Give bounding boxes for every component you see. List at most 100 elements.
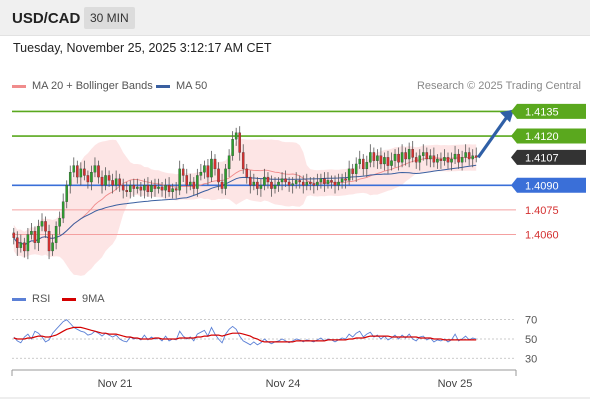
candle-body bbox=[301, 181, 305, 186]
candle-body bbox=[206, 165, 210, 178]
candle bbox=[90, 165, 93, 191]
candle bbox=[453, 145, 457, 164]
candle-body bbox=[266, 176, 270, 183]
candle-body bbox=[386, 157, 390, 166]
candle bbox=[316, 173, 319, 191]
candle bbox=[291, 177, 294, 194]
candle bbox=[284, 170, 287, 187]
candles-group bbox=[12, 126, 478, 260]
candle-body bbox=[369, 152, 372, 163]
ma50-swatch bbox=[156, 84, 170, 88]
candle bbox=[263, 168, 266, 191]
candle bbox=[464, 144, 467, 163]
candle bbox=[305, 173, 309, 191]
candle bbox=[259, 178, 263, 197]
candle bbox=[121, 178, 125, 199]
candle bbox=[333, 175, 337, 194]
candle bbox=[12, 227, 16, 245]
timeframe-button[interactable]: 30 MIN bbox=[84, 7, 135, 29]
candle-body bbox=[383, 157, 386, 165]
price-tag-label: 1.4120 bbox=[525, 131, 559, 143]
candle bbox=[337, 173, 340, 191]
candle bbox=[157, 178, 160, 194]
candle-body bbox=[132, 185, 136, 189]
price-tag-4: 1.4075 bbox=[525, 205, 559, 217]
candle-body bbox=[379, 155, 383, 165]
candle-body bbox=[241, 152, 245, 170]
candle bbox=[298, 175, 301, 189]
candle-body bbox=[136, 186, 139, 189]
candle-body bbox=[439, 158, 443, 161]
candle bbox=[150, 180, 153, 199]
bollinger-label: MA 20 + Bollinger Bands bbox=[32, 80, 153, 92]
candle-body bbox=[217, 168, 220, 183]
candle bbox=[167, 177, 171, 197]
candle-body bbox=[146, 185, 150, 193]
candle bbox=[432, 147, 436, 168]
candle bbox=[146, 177, 150, 197]
candle bbox=[107, 170, 111, 187]
candle-body bbox=[414, 157, 418, 163]
candle-body bbox=[330, 180, 333, 183]
candle-body bbox=[450, 158, 453, 163]
candle-body bbox=[114, 178, 118, 186]
candle-body bbox=[443, 157, 446, 161]
candle bbox=[351, 163, 354, 181]
candle-body bbox=[404, 152, 407, 160]
candle-body bbox=[160, 186, 164, 191]
rsi-tick-label: 70 bbox=[525, 315, 537, 327]
candle bbox=[326, 172, 330, 189]
price-tag-3: 1.4090 bbox=[511, 177, 586, 193]
candle-body bbox=[263, 176, 266, 186]
candle-body bbox=[277, 181, 280, 186]
candle bbox=[164, 178, 167, 199]
ma9-line bbox=[13, 326, 477, 343]
candle bbox=[189, 173, 192, 191]
candle-body bbox=[351, 168, 354, 174]
candle-body bbox=[344, 178, 347, 181]
candle bbox=[185, 168, 189, 194]
candle bbox=[79, 162, 83, 186]
candle-body bbox=[238, 132, 241, 153]
candle-body bbox=[354, 163, 358, 174]
candle-body bbox=[432, 155, 436, 163]
candle bbox=[414, 152, 418, 169]
legend-ma50: MA 50 bbox=[156, 80, 207, 92]
candle-body bbox=[453, 153, 457, 160]
candle-body bbox=[174, 188, 178, 191]
candle-body bbox=[227, 155, 231, 170]
price-tag-label: 1.4075 bbox=[525, 205, 559, 217]
candle-body bbox=[333, 181, 337, 186]
candle-body bbox=[309, 181, 312, 184]
candle-body bbox=[316, 181, 319, 186]
candle-body bbox=[37, 226, 40, 243]
candle bbox=[143, 178, 146, 199]
candle bbox=[354, 157, 358, 183]
candle bbox=[436, 154, 439, 169]
candle bbox=[312, 177, 316, 194]
candle-body bbox=[90, 172, 93, 183]
price-tag-label: 1.4107 bbox=[525, 152, 559, 164]
candle bbox=[446, 152, 450, 169]
candle-body bbox=[23, 242, 26, 252]
candle-body bbox=[280, 178, 284, 183]
candle bbox=[383, 152, 386, 171]
candle-body bbox=[210, 158, 213, 178]
candle-body bbox=[196, 175, 199, 189]
candle-body bbox=[319, 178, 323, 183]
candle bbox=[411, 140, 414, 163]
candle bbox=[114, 170, 118, 191]
candle bbox=[270, 175, 273, 197]
candle-body bbox=[252, 181, 256, 186]
candle bbox=[104, 167, 107, 191]
candle bbox=[245, 163, 249, 184]
candle-body bbox=[337, 181, 340, 186]
candle-body bbox=[284, 178, 287, 183]
candle-body bbox=[418, 155, 422, 163]
candle bbox=[217, 162, 220, 191]
candle bbox=[51, 234, 54, 256]
candle bbox=[439, 152, 443, 169]
candle bbox=[266, 172, 270, 189]
candle-body bbox=[305, 181, 309, 186]
candle-body bbox=[164, 185, 167, 191]
